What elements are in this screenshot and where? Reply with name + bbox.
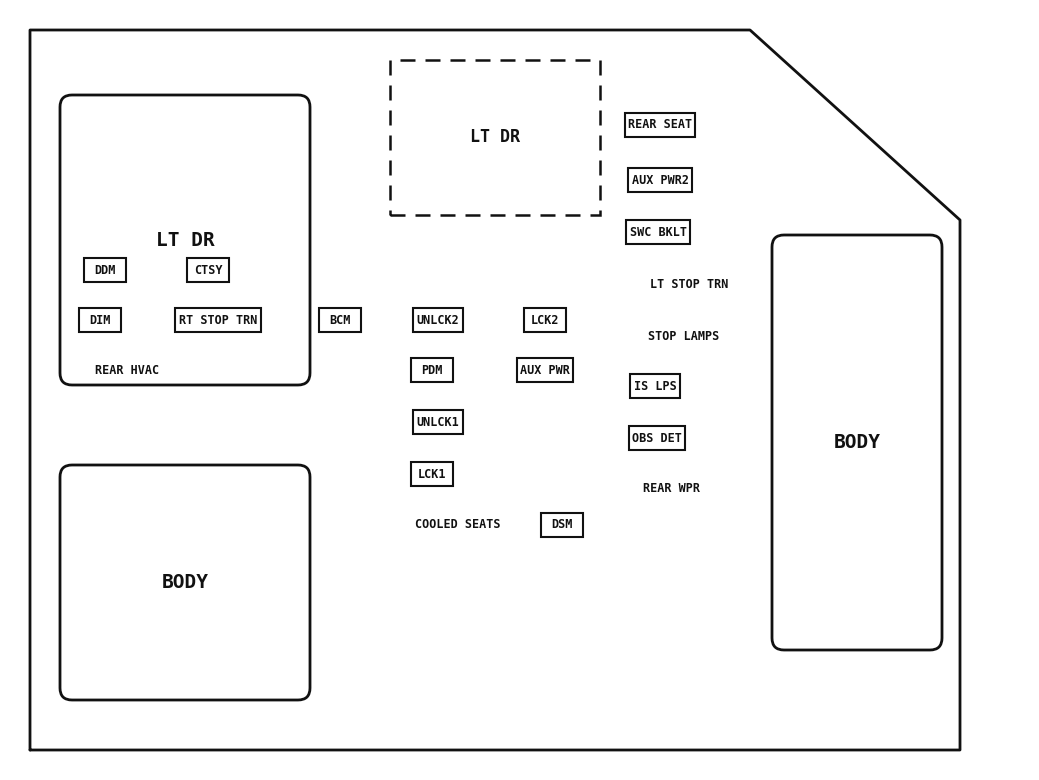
Bar [84,258,126,282]
Text: RT STOP TRN: RT STOP TRN [179,314,258,327]
FancyBboxPatch shape [60,465,310,700]
FancyBboxPatch shape [772,235,942,650]
Text: BCM: BCM [329,314,351,327]
Text: COOLED SEATS: COOLED SEATS [415,519,501,531]
Text: REAR SEAT: REAR SEAT [628,119,692,132]
Bar [319,308,361,332]
Text: REAR HVAC: REAR HVAC [95,363,159,377]
Text: UNLCK1: UNLCK1 [417,416,459,428]
Bar [624,113,695,137]
Text: AUX PWR: AUX PWR [521,363,570,377]
Bar [79,308,121,332]
Text: LT STOP TRN: LT STOP TRN [650,278,728,290]
Bar [390,60,600,215]
Text: LCK2: LCK2 [531,314,559,327]
Text: SWC BKLT: SWC BKLT [630,225,687,239]
Bar [411,358,453,382]
Text: BODY: BODY [833,433,880,452]
Text: DDM: DDM [95,264,115,276]
Text: DSM: DSM [552,519,572,531]
Text: LT DR: LT DR [470,129,520,147]
Text: PDM: PDM [421,363,443,377]
Text: LCK1: LCK1 [418,467,446,480]
Bar [629,168,692,192]
Bar [629,426,685,450]
Bar [631,374,680,398]
Text: OBS DET: OBS DET [632,431,682,445]
Bar [187,258,229,282]
Bar [414,308,462,332]
Bar [411,462,453,486]
Text: BODY: BODY [161,573,209,592]
Text: DIM: DIM [89,314,111,327]
Text: AUX PWR2: AUX PWR2 [632,173,689,186]
Bar [516,358,574,382]
FancyBboxPatch shape [60,95,310,385]
Bar [627,220,690,244]
Bar [414,410,462,434]
Text: LT DR: LT DR [156,231,214,250]
Bar [541,513,583,537]
Text: STOP LAMPS: STOP LAMPS [648,329,719,342]
Text: UNLCK2: UNLCK2 [417,314,459,327]
Text: CTSY: CTSY [193,264,222,276]
Bar [176,308,261,332]
Bar [524,308,566,332]
Text: IS LPS: IS LPS [634,380,676,392]
Text: REAR WPR: REAR WPR [643,481,700,495]
